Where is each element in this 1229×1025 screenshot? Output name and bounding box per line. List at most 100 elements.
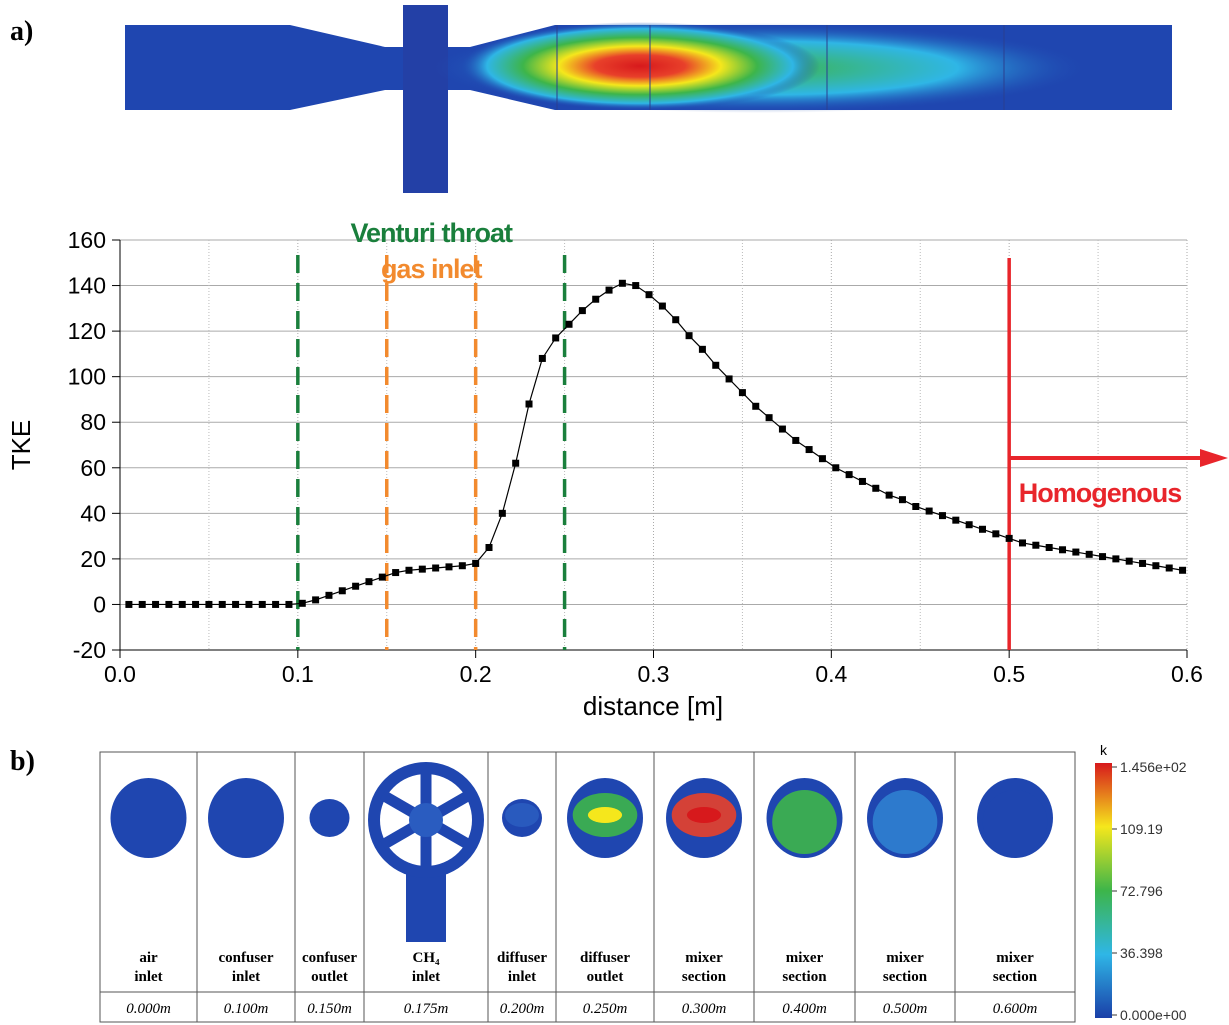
data-point [445, 563, 452, 570]
data-point [499, 510, 506, 517]
data-point [539, 355, 546, 362]
arrow-head [1200, 449, 1228, 467]
section-shape [409, 803, 443, 837]
contour-image [125, 5, 1172, 193]
x-tick-label: 0.0 [104, 661, 136, 687]
data-point [232, 601, 239, 608]
section-shape [505, 803, 539, 827]
colorbar-tick-label: 109.19 [1120, 821, 1163, 837]
section-label: confuser [219, 950, 274, 966]
y-tick-label: 60 [80, 455, 106, 481]
data-point [379, 574, 386, 581]
data-point [992, 530, 999, 537]
data-point [419, 566, 426, 573]
data-point [365, 578, 372, 585]
marker-label: Homogenous [1019, 478, 1182, 508]
section-label: diffuser [580, 950, 630, 966]
x-tick-label: 0.4 [815, 661, 847, 687]
data-point [886, 492, 893, 499]
section-distance: 0.175m [404, 1001, 449, 1017]
colorbar-tick-label: 36.398 [1120, 945, 1163, 961]
data-point [712, 362, 719, 369]
data-point [779, 426, 786, 433]
data-point [299, 600, 306, 607]
data-point [592, 296, 599, 303]
data-point [792, 437, 799, 444]
data-point [566, 321, 573, 328]
section-label: section [993, 969, 1038, 985]
data-point [1152, 562, 1159, 569]
data-point [1019, 539, 1026, 546]
data-point [259, 601, 266, 608]
data-point [192, 601, 199, 608]
section-shape [873, 790, 938, 854]
data-point [646, 291, 653, 298]
data-point [219, 601, 226, 608]
data-point [1032, 542, 1039, 549]
data-point [1072, 549, 1079, 556]
data-point [1139, 560, 1146, 567]
x-tick-label: 0.3 [638, 661, 670, 687]
data-point [459, 562, 466, 569]
section-label: section [682, 969, 727, 985]
section-label: inlet [232, 969, 260, 985]
data-point [486, 544, 493, 551]
section-label: inlet [412, 969, 440, 985]
data-point [552, 334, 559, 341]
data-point [699, 346, 706, 353]
data-point [926, 508, 933, 515]
data-point [1166, 565, 1173, 572]
colorbar-title: k [1100, 742, 1108, 758]
section-distance: 0.200m [500, 1001, 545, 1017]
data-point [872, 485, 879, 492]
data-point [165, 601, 172, 608]
section-distance: 0.400m [782, 1001, 827, 1017]
data-point [1112, 555, 1119, 562]
data-point [846, 471, 853, 478]
section-label: mixer [786, 950, 824, 966]
data-point [966, 521, 973, 528]
data-point [632, 282, 639, 289]
data-point [1059, 546, 1066, 553]
data-point [739, 389, 746, 396]
x-tick-label: 0.5 [993, 661, 1025, 687]
section-shape [687, 807, 721, 823]
section-shape [310, 799, 350, 837]
section-label: mixer [886, 950, 924, 966]
section-distance: 0.500m [883, 1001, 928, 1017]
x-tick-label: 0.2 [460, 661, 492, 687]
data-point [272, 601, 279, 608]
colorbar-tick-label: 1.456e+02 [1120, 759, 1187, 775]
colorbar-tick-label: 0.000e+00 [1120, 1007, 1187, 1023]
marker-label: Venturi throat [350, 218, 513, 248]
y-tick-label: 80 [80, 409, 106, 435]
section-label: outlet [587, 969, 624, 985]
data-point [819, 455, 826, 462]
y-tick-label: 0 [93, 591, 106, 617]
y-tick-label: 120 [68, 318, 106, 344]
data-point [672, 316, 679, 323]
y-tick-label: 20 [80, 546, 106, 572]
section-label: mixer [996, 950, 1034, 966]
section-distance: 0.250m [583, 1001, 628, 1017]
data-point [392, 569, 399, 576]
page: a) b) TKE distance [m] -2002040608010012… [0, 0, 1229, 1025]
y-tick-label: -20 [73, 637, 106, 663]
data-point [1099, 553, 1106, 560]
section-label: section [883, 969, 928, 985]
section-distance: 0.300m [682, 1001, 727, 1017]
section-label: confuser [302, 950, 357, 966]
data-point [579, 307, 586, 314]
section-shape [772, 790, 837, 854]
data-point [619, 280, 626, 287]
data-point [125, 601, 132, 608]
data-point [899, 496, 906, 503]
data-point [979, 526, 986, 533]
data-point [952, 517, 959, 524]
data-point [806, 446, 813, 453]
marker-label: gas inlet [381, 254, 483, 284]
data-point [1086, 551, 1093, 558]
data-point [526, 401, 533, 408]
data-point [659, 303, 666, 310]
data-point [752, 403, 759, 410]
